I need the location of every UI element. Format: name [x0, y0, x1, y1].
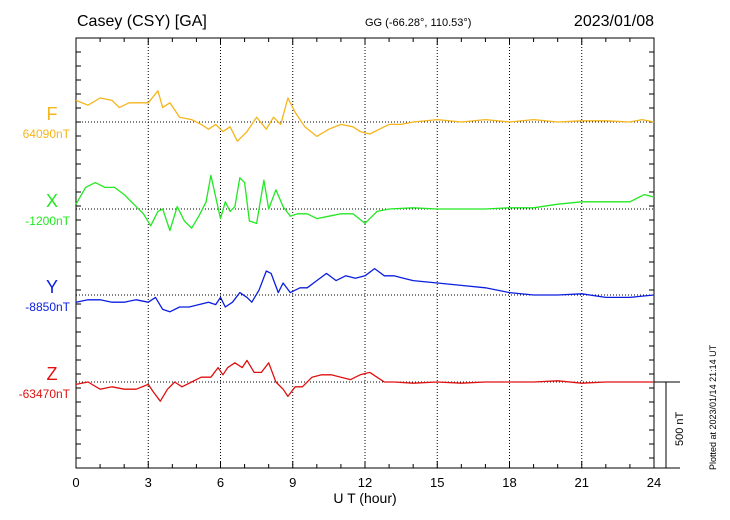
x-tick-label: 24: [647, 475, 661, 490]
series-name-y: Y: [46, 277, 58, 297]
series-labels: F 64090nT X -1200nT Y -8850nT Z -63470nT: [19, 104, 71, 401]
scale-bar-label: 500 nT: [674, 411, 686, 446]
x-tick-label: 3: [145, 475, 152, 490]
x-tick-label: 18: [502, 475, 516, 490]
baseline-value-f: 64090nT: [23, 127, 71, 141]
baseline-value-x: -1200nT: [25, 214, 70, 228]
series-lines: [75, 90, 655, 402]
series-name-z: Z: [47, 364, 58, 384]
x-tick-label: 15: [430, 475, 444, 490]
baselines: [76, 121, 654, 383]
series-line-x: [75, 174, 655, 232]
series-name-f: F: [47, 104, 58, 124]
series-name-x: X: [46, 191, 58, 211]
series-line-z: [75, 359, 654, 402]
x-axis-label: U T (hour): [333, 490, 396, 506]
station-title: Casey (CSY) [GA]: [77, 13, 207, 30]
x-tick-label: 21: [575, 475, 589, 490]
chart-date: 2023/01/08: [574, 13, 654, 30]
plotted-timestamp: Plotted at 2023/01/14 21:14 UT: [708, 344, 718, 470]
baseline-value-z: -63470nT: [19, 387, 71, 401]
x-tick-label: 12: [358, 475, 372, 490]
axis-ticks: [75, 38, 655, 468]
grid-lines: [147, 38, 583, 468]
x-tick-label: 0: [72, 475, 79, 490]
series-line-y: [75, 267, 655, 313]
series-line-f: [75, 90, 655, 142]
baseline-value-y: -8850nT: [25, 300, 70, 314]
plot-frame: [75, 37, 655, 469]
x-tick-label: 6: [217, 475, 224, 490]
station-coordinates: GG (-66.28°, 110.53°): [365, 17, 471, 29]
x-tick-labels: 0 3 6 9 12 15 18 21 24: [72, 475, 661, 490]
x-tick-label: 9: [289, 475, 296, 490]
